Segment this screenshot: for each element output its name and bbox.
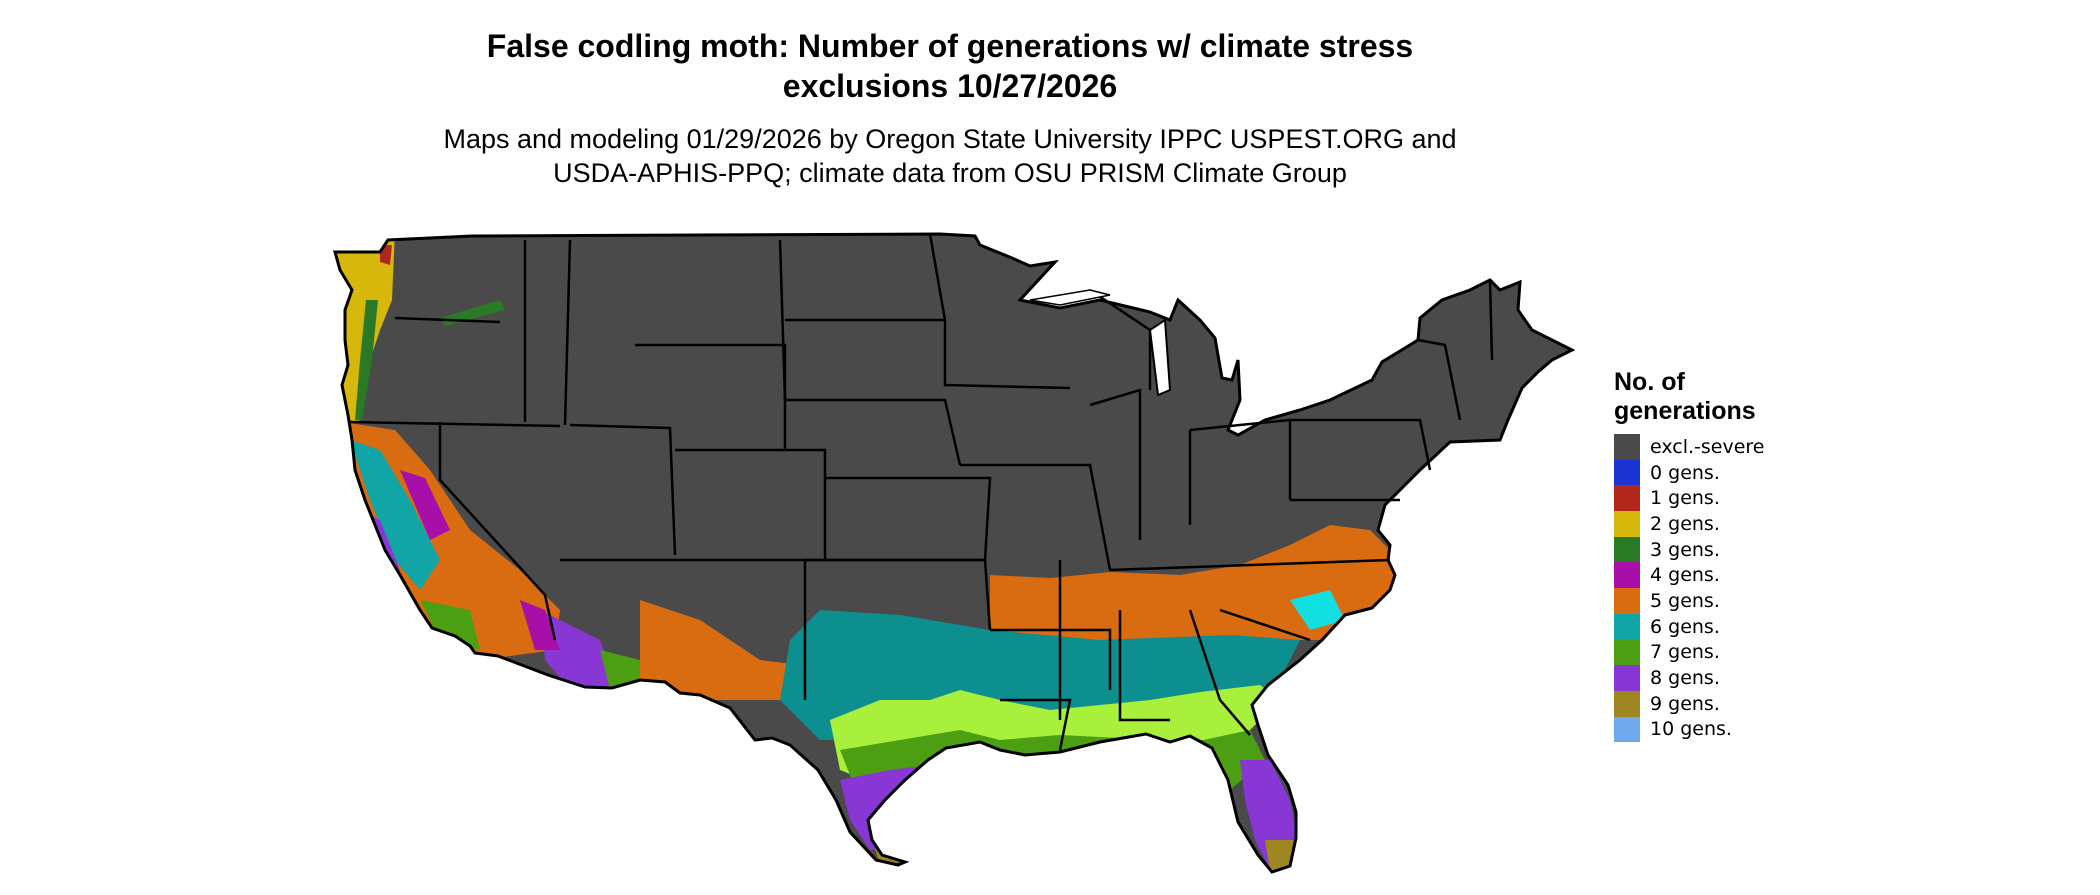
legend-swatch: [1614, 562, 1640, 589]
band-arizona-7gens: [600, 650, 640, 690]
legend-swatch: [1614, 639, 1640, 666]
border-id-mt: [563, 239, 572, 426]
band-desert-8gens: [540, 610, 620, 690]
lake-superior: [1029, 289, 1111, 306]
legend-label: 6 gens.: [1650, 615, 1720, 638]
legend-item: excl.-severe: [1614, 434, 1765, 460]
subtitle-line-1: Maps and modeling 01/29/2026 by Oregon S…: [443, 124, 1457, 154]
legend-label: 10 gens.: [1650, 718, 1732, 741]
band-carolina-6gens: [1290, 590, 1345, 630]
legend-label: excl.-severe: [1650, 435, 1765, 458]
band-southwest-5gens: [640, 600, 800, 700]
title-line-2: exclusions 10/27/2026: [782, 68, 1118, 104]
legend-title: No. of generations: [1614, 368, 1765, 426]
legend-item: 3 gens.: [1614, 536, 1765, 563]
legend-item: 2 gens.: [1614, 511, 1765, 537]
legend: No. of generations excl.-severe 0 gens. 1 …: [1614, 368, 1765, 743]
border-co: [675, 448, 827, 560]
border-sc: [1219, 608, 1311, 642]
legend-swatch: [1614, 536, 1640, 563]
legend-item: 4 gens.: [1614, 562, 1765, 589]
legend-label: 4 gens.: [1650, 564, 1720, 587]
legend-title-line-2: generations: [1614, 397, 1756, 425]
border-ok: [805, 558, 992, 631]
legend-title-line-1: No. of: [1614, 368, 1685, 396]
legend-item: 10 gens.: [1614, 716, 1765, 743]
band-central-valley-6gens: [350, 440, 440, 590]
state-borders: [349, 233, 1494, 751]
legend-label: 7 gens.: [1650, 641, 1720, 664]
legend-label: 9 gens.: [1650, 692, 1720, 715]
border-ga: [1188, 609, 1251, 736]
lake-michigan: [1148, 318, 1172, 397]
band-sierra-4gens: [400, 470, 450, 540]
legend-item: 1 gens.: [1614, 485, 1765, 512]
border-or-ca-nv-id: [349, 420, 561, 428]
border-il-in: [1089, 388, 1142, 540]
legend-label: 8 gens.: [1650, 667, 1720, 690]
legend-label: 2 gens.: [1650, 512, 1720, 535]
border-pa-ny: [1290, 418, 1432, 471]
legend-label: 1 gens.: [1650, 487, 1720, 510]
subtitle-line-2: USDA-APHIS-PPQ; climate data from OSU PR…: [553, 158, 1347, 188]
border-wa-or: [394, 316, 501, 324]
legend-swatch: [1614, 511, 1640, 537]
legend-label: 3 gens.: [1650, 538, 1720, 561]
border-la: [1000, 698, 1072, 751]
legend-swatch: [1614, 690, 1640, 717]
border-nh-me: [1488, 279, 1494, 361]
legend-item: 8 gens.: [1614, 665, 1765, 691]
legend-items: excl.-severe 0 gens. 1 gens. 2 gens. 3 gens.…: [1614, 434, 1765, 743]
legend-swatch: [1614, 716, 1640, 743]
border-dakotas: [778, 239, 962, 466]
legend-swatch: [1614, 613, 1640, 640]
border-tn-ky: [1109, 558, 1391, 572]
legend-swatch: [1614, 434, 1640, 460]
border-ca-nv: [438, 422, 557, 641]
legend-label: 5 gens.: [1650, 589, 1720, 612]
band-socal-7gens: [420, 600, 480, 650]
band-florida-9gens: [1265, 840, 1296, 872]
border-wy: [635, 343, 787, 450]
border-al: [1118, 610, 1170, 722]
border-nv-ut: [569, 423, 677, 556]
legend-swatch: [1614, 459, 1640, 486]
border-mo: [960, 463, 1112, 571]
legend-swatch: [1614, 485, 1640, 512]
border-new-england: [1417, 338, 1462, 421]
legend-item: 7 gens.: [1614, 639, 1765, 666]
band-desert-4gens: [520, 600, 560, 650]
legend-item: 5 gens.: [1614, 588, 1765, 614]
border-mn: [928, 233, 1071, 390]
legend-swatch: [1614, 665, 1640, 691]
legend-item: 9 gens.: [1614, 690, 1765, 717]
border-ar: [990, 628, 1112, 690]
legend-item: 0 gens.: [1614, 459, 1765, 486]
band-pnw-3gens: [355, 300, 378, 420]
legend-label: 0 gens.: [1650, 461, 1720, 484]
title-line-1: False codling moth: Number of generation…: [486, 28, 1414, 64]
us-generation-map: [333, 232, 1574, 874]
legend-swatch: [1614, 588, 1640, 614]
legend-item: 6 gens.: [1614, 613, 1765, 640]
